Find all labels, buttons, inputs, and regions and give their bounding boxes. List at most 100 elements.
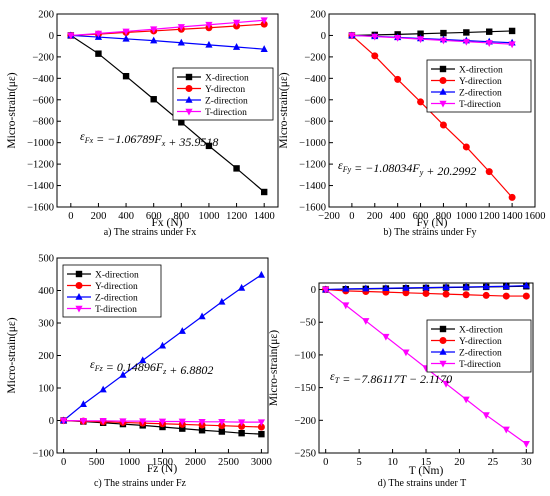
y-tick-label: −1600: [27, 203, 54, 214]
legend-label: T-direction: [95, 305, 137, 315]
data-point: [178, 119, 185, 126]
x-tick-label: 2000: [185, 457, 206, 468]
y-tick-label: −200: [304, 52, 326, 63]
x-axis-label: Fz (N): [147, 463, 178, 475]
data-point: [218, 428, 226, 435]
data-point: [502, 282, 510, 290]
y-tick-label: −200: [32, 52, 54, 63]
x-tick-label: 1000: [456, 211, 477, 222]
data-point: [348, 32, 356, 40]
y-tick-label: −100: [32, 449, 54, 460]
y-tick-label: −400: [32, 74, 54, 85]
x-tick-label: 25: [488, 457, 499, 468]
data-point: [122, 72, 130, 80]
y-tick-label: −1600: [299, 203, 326, 214]
data-point: [442, 380, 450, 388]
x-tick-label: 3000: [251, 457, 272, 468]
data-point: [342, 284, 350, 292]
data-point: [342, 302, 350, 310]
data-point: [198, 312, 206, 320]
series-line-z-direction: [70, 34, 265, 50]
x-tick-label: 1000: [119, 457, 140, 468]
legend-label: T-direction: [459, 360, 501, 370]
data-point: [485, 168, 493, 176]
legend-marker: [439, 100, 447, 108]
data-point: [486, 28, 493, 35]
data-point: [119, 371, 127, 378]
data-point: [362, 318, 370, 325]
y-tick-label: −1000: [299, 138, 326, 149]
data-point: [257, 419, 266, 427]
data-point: [522, 292, 530, 300]
chart-panel-3: 0 500 1000 1500 2000 2500 3000 −100 0 100 200 300 40…: [6, 254, 272, 490]
data-point: [150, 96, 157, 103]
x-tick-label: 400: [118, 211, 134, 222]
x-tick-label: 800: [436, 211, 452, 222]
data-point: [205, 21, 213, 29]
y-tick-label: −200: [294, 416, 316, 427]
x-tick-label: 800: [173, 211, 189, 222]
data-point: [67, 32, 75, 40]
data-point: [122, 34, 130, 42]
x-tick-label: 1000: [198, 211, 219, 222]
panel-caption: b) The strains under Fy: [383, 227, 476, 238]
fit-equation: εT = −7.86117T − 2.1170: [330, 369, 452, 386]
data-point: [482, 412, 490, 420]
legend-label: T-direction: [459, 100, 501, 110]
x-axis-label: Fx (N): [152, 217, 183, 229]
data-point: [257, 423, 265, 431]
data-point: [177, 24, 185, 31]
chart-panel-4: 0 5 10 15 20 25 30 −250 −200 −150 −100 −50 0 T (Nm) Mi…: [268, 281, 534, 489]
x-tick-label: 20: [454, 457, 465, 468]
legend-marker: [185, 73, 193, 81]
x-tick-label: 1400: [502, 211, 523, 222]
y-tick-label: 0: [311, 285, 316, 296]
data-point: [522, 281, 530, 289]
series-line-t-direction: [70, 19, 265, 37]
legend-label: X-direction: [459, 326, 503, 336]
data-point: [260, 188, 268, 196]
data-point: [371, 52, 379, 60]
legend-label: Z-direction: [95, 294, 138, 304]
data-point: [422, 283, 430, 291]
x-tick-label: 1200: [479, 211, 500, 222]
y-axis-label: Micro-strain(με): [278, 72, 290, 148]
data-point: [232, 43, 241, 50]
legend-marker: [439, 348, 447, 355]
data-point: [440, 29, 447, 37]
legend-label: X-direction: [205, 74, 249, 84]
data-point: [422, 289, 430, 297]
y-tick-label: 200: [38, 351, 54, 362]
data-point: [402, 289, 410, 297]
data-point: [122, 28, 130, 36]
y-tick-label: 100: [38, 384, 54, 395]
x-tick-label: 5: [357, 457, 362, 468]
y-tick-label: 200: [310, 10, 326, 21]
data-point: [198, 427, 206, 434]
data-point: [439, 121, 447, 129]
data-point: [322, 286, 330, 294]
data-point: [79, 400, 87, 408]
data-point: [502, 426, 510, 434]
legend-marker: [185, 108, 193, 116]
data-point: [258, 430, 265, 438]
y-tick-label: 500: [38, 254, 54, 265]
y-tick-label: −400: [304, 74, 326, 85]
y-axis-label: Micro-strain(με): [268, 330, 280, 406]
legend-label: T-direction: [205, 108, 247, 118]
x-tick-label: 15: [421, 457, 432, 468]
legend-marker: [439, 88, 447, 95]
data-point: [99, 385, 107, 393]
y-tick-label: −800: [32, 117, 54, 128]
y-tick-label: −600: [32, 95, 54, 106]
y-tick-label: 300: [38, 319, 54, 330]
y-tick-label: 200: [38, 10, 54, 21]
data-point: [233, 165, 240, 172]
data-point: [402, 283, 410, 291]
y-tick-label: 0: [49, 416, 54, 427]
data-point: [402, 349, 410, 357]
legend-label: X-direction: [459, 66, 503, 76]
